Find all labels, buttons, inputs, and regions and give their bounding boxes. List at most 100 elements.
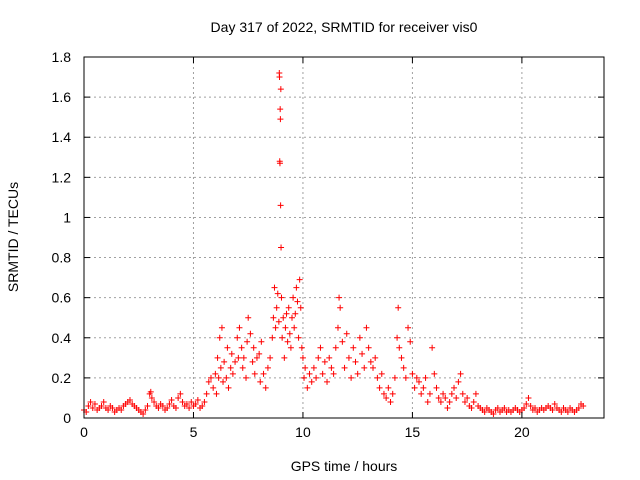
data-point	[148, 394, 155, 401]
data-point	[294, 298, 301, 305]
data-point	[564, 408, 571, 415]
data-point	[224, 344, 231, 351]
data-point	[354, 370, 361, 377]
data-point	[339, 338, 346, 345]
data-point	[280, 314, 287, 321]
data-point	[256, 350, 263, 357]
data-point	[481, 408, 488, 415]
data-point	[239, 364, 246, 371]
data-point	[277, 116, 284, 123]
data-point	[215, 374, 222, 381]
data-point	[270, 314, 277, 321]
data-point	[257, 378, 264, 385]
data-point	[435, 394, 442, 401]
data-point	[398, 354, 405, 361]
data-point	[214, 354, 221, 361]
data-point	[378, 370, 385, 377]
data-point	[269, 334, 276, 341]
data-point	[455, 378, 462, 385]
data-point	[245, 314, 252, 321]
data-point	[468, 404, 475, 411]
data-point	[376, 384, 383, 391]
chart-title: Day 317 of 2022, SRMTID for receiver vis…	[211, 19, 478, 35]
data-point	[374, 374, 381, 381]
x-tick-label: 0	[80, 424, 88, 440]
data-point	[284, 338, 291, 345]
data-point	[391, 374, 398, 381]
data-point	[249, 358, 256, 365]
data-point	[262, 384, 269, 391]
data-point	[100, 398, 107, 405]
data-point	[166, 400, 173, 407]
data-point	[109, 404, 116, 411]
data-point	[290, 294, 297, 301]
data-point	[525, 394, 532, 401]
y-tick-label: 1.8	[52, 49, 72, 65]
data-point	[330, 370, 337, 377]
data-point	[313, 374, 320, 381]
data-point	[298, 344, 305, 351]
data-point	[446, 398, 453, 405]
data-point	[299, 354, 306, 361]
data-point	[352, 358, 359, 365]
x-axis-label: GPS time / hours	[291, 458, 398, 474]
data-point	[328, 364, 335, 371]
data-point	[321, 358, 328, 365]
data-point	[295, 334, 302, 341]
data-point	[89, 404, 96, 411]
data-point	[253, 354, 260, 361]
data-point	[227, 364, 234, 371]
data-point	[363, 324, 370, 331]
data-point	[247, 330, 254, 337]
y-tick-label: 1.6	[52, 89, 72, 105]
data-point	[337, 304, 344, 311]
data-point	[400, 364, 407, 371]
data-point	[194, 396, 201, 403]
data-point	[396, 344, 403, 351]
data-point	[361, 364, 368, 371]
data-point	[140, 410, 147, 417]
data-point	[405, 324, 412, 331]
data-point	[216, 334, 223, 341]
data-point	[175, 394, 182, 401]
data-point	[188, 398, 195, 405]
data-point	[389, 390, 396, 397]
data-point	[91, 400, 98, 407]
data-point	[409, 370, 416, 377]
data-point	[359, 350, 366, 357]
data-point	[199, 402, 206, 409]
data-point	[580, 402, 587, 409]
data-point	[291, 324, 298, 331]
data-point	[424, 398, 431, 405]
data-point	[285, 304, 292, 311]
data-point	[274, 290, 281, 297]
data-point	[306, 370, 313, 377]
data-point	[420, 384, 427, 391]
data-point	[207, 374, 214, 381]
data-point	[275, 318, 282, 325]
x-tick-label: 5	[190, 424, 198, 440]
data-point	[159, 402, 166, 409]
data-point	[205, 378, 212, 385]
data-point	[221, 358, 228, 365]
data-point	[210, 384, 217, 391]
data-point	[332, 344, 339, 351]
data-point	[494, 404, 501, 411]
data-point	[212, 370, 219, 377]
data-point	[277, 106, 284, 113]
data-point	[250, 344, 257, 351]
data-point	[164, 404, 171, 411]
data-point	[326, 354, 333, 361]
data-point	[407, 338, 414, 345]
data-point	[372, 354, 379, 361]
data-point	[240, 354, 247, 361]
data-point	[402, 374, 409, 381]
data-point	[348, 374, 355, 381]
data-point	[387, 398, 394, 405]
data-point	[317, 344, 324, 351]
data-point	[385, 384, 392, 391]
y-tick-label: 0.6	[52, 290, 72, 306]
data-point	[267, 354, 274, 361]
data-point	[426, 390, 433, 397]
